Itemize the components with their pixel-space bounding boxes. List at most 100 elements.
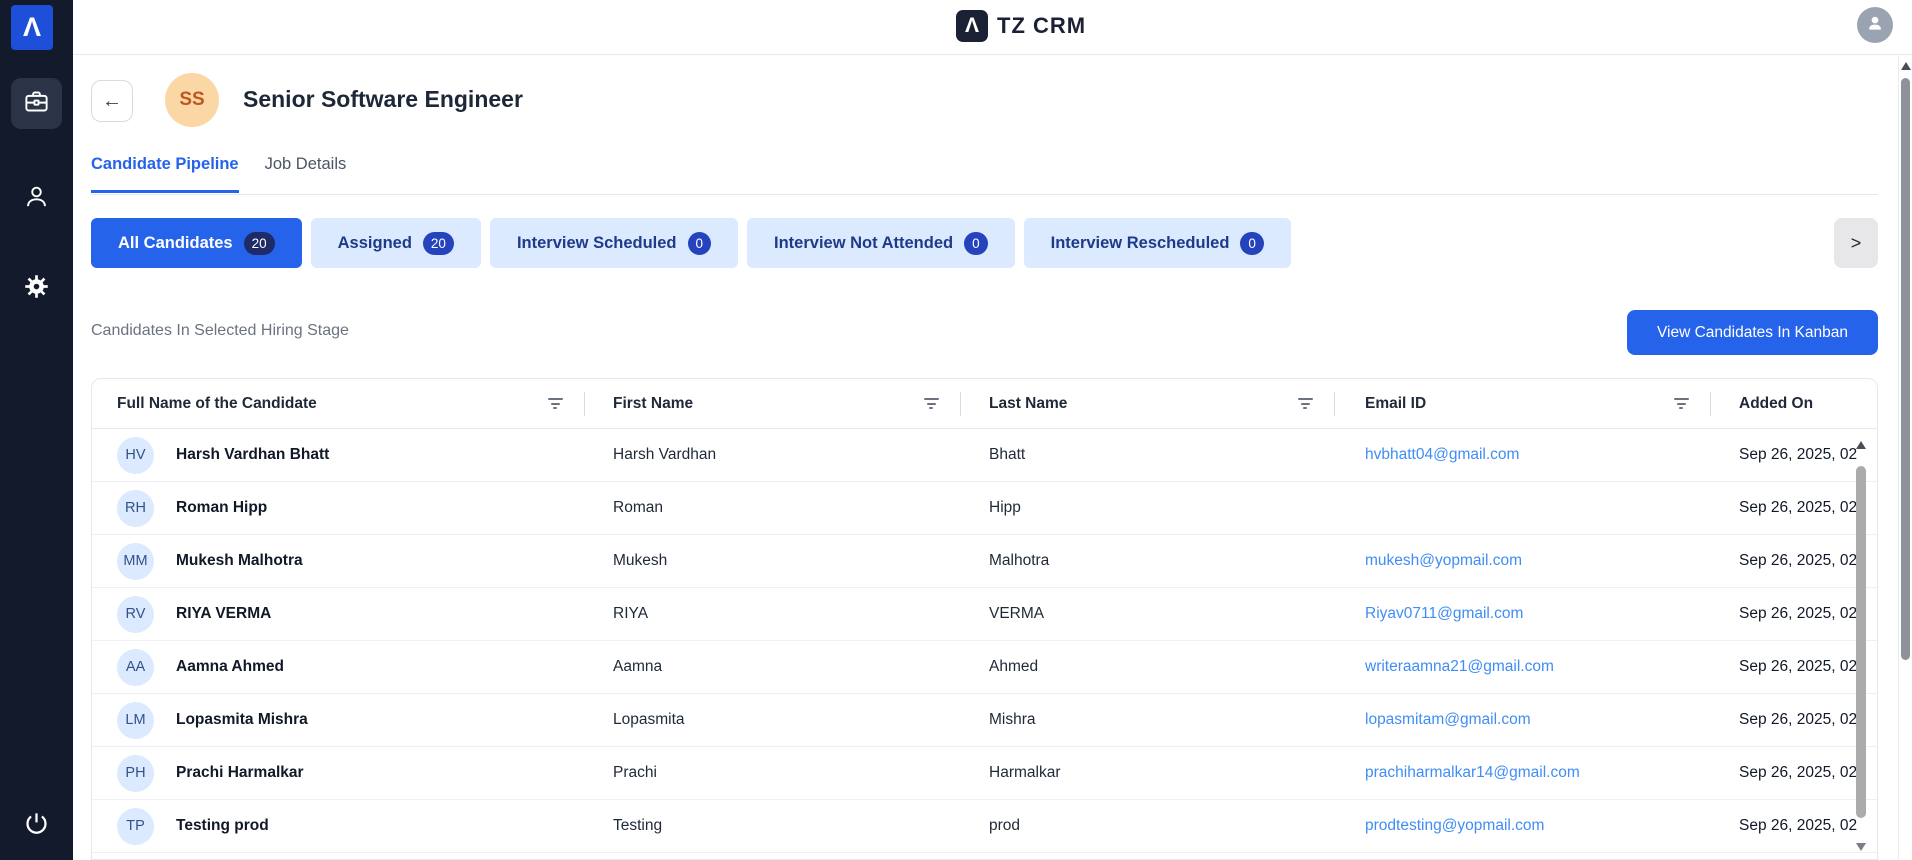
candidate-email-link[interactable]: prodtesting@yopmail.com [1365, 817, 1545, 834]
scroll-up-icon[interactable] [1856, 441, 1866, 449]
column-header-last-name: Last Name [961, 379, 1335, 428]
table-row[interactable]: HV Harsh Vardhan Bhatt Harsh Vardhan Bha… [92, 429, 1877, 482]
tab-job-details[interactable]: Job Details [264, 155, 347, 173]
table-row[interactable]: RH Roman Hipp Roman Hipp Sep 26, 2025, 0… [92, 482, 1877, 535]
briefcase-icon [23, 88, 50, 120]
candidate-full-name[interactable]: Lopasmita Mishra [176, 711, 308, 728]
added-on-cell: Sep 26, 2025, 02 [1711, 499, 1877, 517]
tabs-divider [91, 194, 1878, 195]
table-body: HV Harsh Vardhan Bhatt Harsh Vardhan Bha… [92, 429, 1877, 853]
candidate-avatar: AA [117, 648, 154, 686]
stage-filter-button[interactable]: All Candidates 20 [91, 218, 302, 268]
filter-icon[interactable] [923, 398, 939, 410]
added-on-cell: Sep 26, 2025, 02 [1711, 764, 1877, 782]
candidate-full-name[interactable]: Testing prod [176, 817, 269, 834]
column-header-label: Last Name [989, 394, 1068, 412]
stage-filter-button[interactable]: Interview Scheduled 0 [489, 218, 739, 268]
candidate-full-name[interactable]: Mukesh Malhotra [176, 552, 303, 569]
candidate-email-link[interactable]: hvbhatt04@gmail.com [1365, 446, 1520, 463]
first-name-cell: RIYA [613, 605, 649, 622]
power-icon [23, 810, 50, 842]
candidate-email-link[interactable]: mukesh@yopmail.com [1365, 552, 1523, 569]
full-name-cell: RV RIYA VERMA [92, 595, 585, 633]
table-scrollbar-thumb[interactable] [1856, 466, 1866, 818]
stage-count-badge: 20 [422, 231, 454, 255]
table-row[interactable]: AA Aamna Ahmed Aamna Ahmed writeraamna21… [92, 641, 1877, 694]
column-header-label: Email ID [1365, 394, 1427, 412]
stage-filter-button[interactable]: Interview Rescheduled 0 [1023, 218, 1291, 268]
stage-nav-next-button[interactable]: > [1834, 218, 1878, 268]
added-on-value: Sep 26, 2025, 02 [1739, 552, 1858, 569]
table-row[interactable]: MM Mukesh Malhotra Mukesh Malhotra mukes… [92, 535, 1877, 588]
brand-name: TZ CRM [997, 13, 1087, 38]
last-name-cell: Malhotra [989, 552, 1050, 569]
sidebar-item-settings[interactable] [11, 263, 62, 314]
column-divider [1710, 392, 1711, 416]
user-avatar-button[interactable] [1857, 7, 1893, 43]
filter-icon[interactable] [1297, 398, 1313, 410]
table-subheading: Candidates In Selected Hiring Stage [91, 322, 349, 339]
last-name-cell: Harmalkar [989, 764, 1061, 781]
tab-candidate-pipeline[interactable]: Candidate Pipeline [91, 155, 239, 193]
first-name-cell: Prachi [613, 764, 657, 781]
table-row[interactable]: PH Prachi Harmalkar Prachi Harmalkar pra… [92, 747, 1877, 800]
stage-filter-row: All Candidates 20 Assigned 20 Interview … [91, 218, 1878, 268]
candidate-avatar: RV [117, 595, 154, 633]
last-name-cell: prod [989, 817, 1021, 834]
candidate-email-link[interactable]: lopasmitam@gmail.com [1365, 711, 1531, 728]
candidate-full-name[interactable]: Prachi Harmalkar [176, 764, 304, 781]
stage-filter-label: Interview Not Attended [774, 233, 954, 252]
page-scrollbar-thumb[interactable] [1901, 78, 1910, 660]
table-row[interactable]: RV RIYA VERMA RIYA VERMA Riyav0711@gmail… [92, 588, 1877, 641]
sidebar-item-jobs[interactable] [11, 78, 62, 129]
stage-filter-label: Interview Rescheduled [1050, 233, 1230, 252]
column-divider [960, 392, 961, 416]
brand-logo-icon: Λ [956, 10, 988, 42]
column-header-full-name: Full Name of the Candidate [92, 379, 585, 428]
filter-icon[interactable] [1673, 398, 1689, 410]
tab-bar: Candidate Pipeline Job Details [91, 155, 346, 193]
first-name-cell: Lopasmita [613, 711, 685, 728]
last-name-cell: Ahmed [989, 658, 1039, 675]
candidate-full-name[interactable]: RIYA VERMA [176, 605, 272, 622]
sidebar-item-logout[interactable] [11, 800, 62, 851]
sidebar-item-candidates[interactable] [11, 173, 62, 224]
stage-filter-label: Assigned [337, 233, 412, 252]
view-kanban-button[interactable]: View Candidates In Kanban [1627, 310, 1878, 355]
added-on-cell: Sep 26, 2025, 02 [1711, 446, 1877, 464]
first-name-cell: Harsh Vardhan [613, 446, 717, 463]
added-on-value: Sep 26, 2025, 02 [1739, 658, 1858, 675]
scroll-up-icon[interactable] [1901, 62, 1911, 70]
added-on-cell: Sep 26, 2025, 02 [1711, 817, 1877, 835]
topbar: Λ TZ CRM [73, 0, 1912, 55]
scroll-down-icon[interactable] [1856, 843, 1866, 851]
candidate-email-link[interactable]: writeraamna21@gmail.com [1365, 658, 1554, 675]
table-scrollbar [1855, 429, 1867, 859]
app-logo-icon: Λ [11, 5, 53, 50]
page-scrollbar [1898, 56, 1912, 860]
stage-filter-button[interactable]: Assigned 20 [310, 218, 481, 268]
first-name-cell: Aamna [613, 658, 663, 675]
table-row[interactable]: TP Testing prod Testing prod prodtesting… [92, 800, 1877, 853]
table-row[interactable]: LM Lopasmita Mishra Lopasmita Mishra lop… [92, 694, 1877, 747]
column-header-label: First Name [613, 394, 694, 412]
email-cell: hvbhatt04@gmail.com [1335, 446, 1711, 464]
email-cell: prachiharmalkar14@gmail.com [1335, 764, 1711, 782]
back-button[interactable]: ← [91, 80, 133, 122]
added-on-value: Sep 26, 2025, 02 [1739, 817, 1858, 834]
candidate-email-link[interactable]: Riyav0711@gmail.com [1365, 605, 1524, 622]
email-cell: lopasmitam@gmail.com [1335, 711, 1711, 729]
candidate-full-name[interactable]: Harsh Vardhan Bhatt [176, 446, 330, 463]
last-name-cell: Hipp [989, 499, 1021, 516]
full-name-cell: RH Roman Hipp [92, 489, 585, 527]
candidate-email-link[interactable]: prachiharmalkar14@gmail.com [1365, 764, 1580, 781]
candidate-full-name[interactable]: Aamna Ahmed [176, 658, 284, 675]
added-on-value: Sep 26, 2025, 02 [1739, 446, 1858, 463]
stage-filter-button[interactable]: Interview Not Attended 0 [747, 218, 1015, 268]
candidate-full-name[interactable]: Roman Hipp [176, 499, 268, 516]
user-icon [23, 183, 50, 215]
full-name-cell: MM Mukesh Malhotra [92, 542, 585, 580]
stage-count-badge: 0 [1240, 231, 1264, 255]
added-on-value: Sep 26, 2025, 02 [1739, 711, 1858, 728]
filter-icon[interactable] [547, 398, 563, 410]
